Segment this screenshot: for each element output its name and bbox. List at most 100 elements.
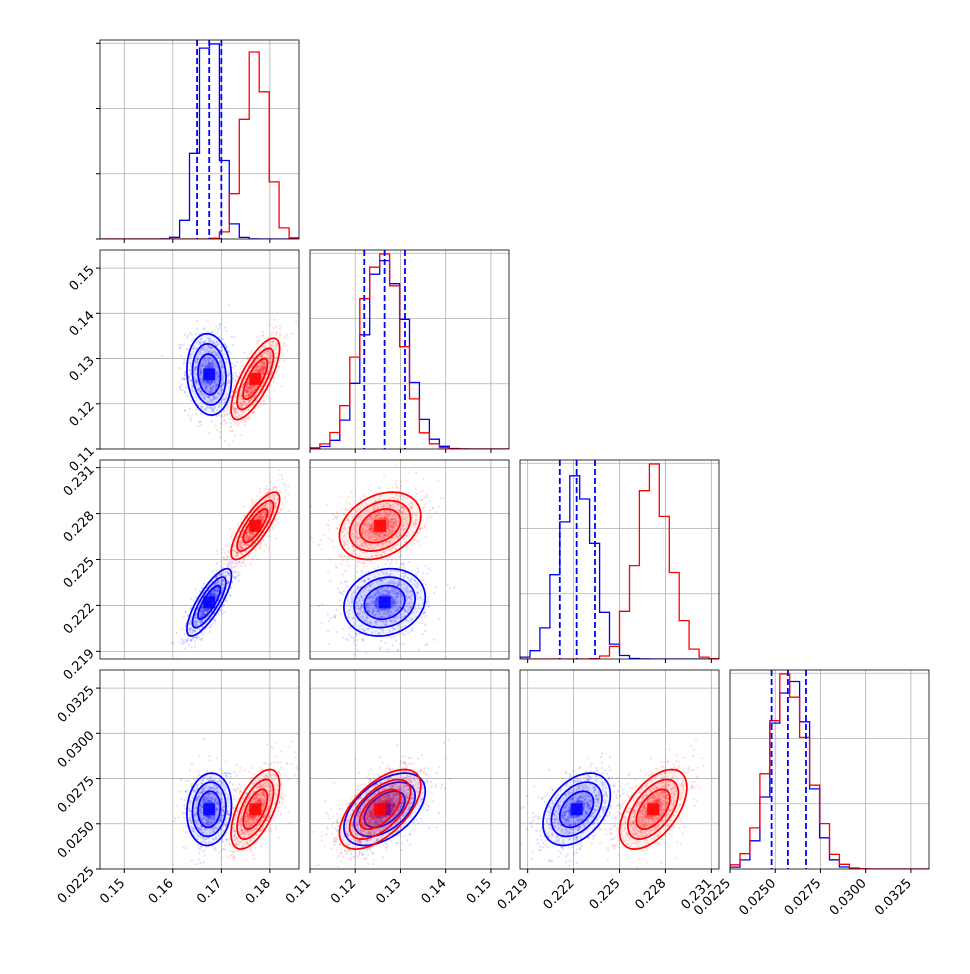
sample-point <box>403 633 405 635</box>
sample-point <box>398 556 400 558</box>
sample-point <box>216 562 218 564</box>
sample-point <box>244 424 246 426</box>
sample-point <box>181 378 183 380</box>
sample-point <box>259 488 261 490</box>
sample-point <box>183 378 185 380</box>
sample-point <box>186 337 188 339</box>
sample-point <box>243 506 245 508</box>
sample-point <box>229 426 231 428</box>
sample-point <box>234 384 236 386</box>
sample-point <box>326 504 328 506</box>
sample-point <box>218 327 220 329</box>
sample-point <box>266 485 268 487</box>
sample-point <box>273 378 275 380</box>
sample-point <box>259 544 261 546</box>
sample-point <box>362 639 364 641</box>
sample-point <box>365 652 367 654</box>
sample-point <box>268 324 270 326</box>
sample-point <box>328 620 330 622</box>
sample-point <box>186 394 188 396</box>
sample-point <box>222 571 224 573</box>
sample-point <box>281 478 283 480</box>
sample-point <box>198 333 200 335</box>
sample-point <box>266 395 268 397</box>
sample-point <box>191 340 193 342</box>
sample-point <box>350 636 352 638</box>
sample-point <box>342 593 344 595</box>
sample-point <box>390 636 392 638</box>
sample-point <box>185 387 187 389</box>
sample-point <box>346 560 348 562</box>
sample-point <box>279 325 281 327</box>
sample-point <box>238 571 240 573</box>
sample-point <box>422 633 424 635</box>
sample-point <box>237 522 239 524</box>
sample-point <box>228 418 230 420</box>
sample-point <box>287 350 289 352</box>
sample-point <box>407 544 409 546</box>
sample-point <box>189 408 191 410</box>
sample-point <box>275 538 277 540</box>
sample-point <box>370 573 372 575</box>
density-core <box>203 368 215 380</box>
sample-point <box>275 334 277 336</box>
sample-point <box>420 623 422 625</box>
sample-point <box>408 471 410 473</box>
sample-point <box>417 567 419 569</box>
sample-point <box>214 620 216 622</box>
sample-point <box>207 331 209 333</box>
sample-point <box>340 582 342 584</box>
sample-point <box>232 560 234 562</box>
sample-point <box>194 646 196 648</box>
sample-point <box>395 639 397 641</box>
sample-point <box>228 304 230 306</box>
sample-point <box>200 413 202 415</box>
sample-point <box>272 527 274 529</box>
sample-point <box>217 451 219 453</box>
sample-point <box>228 550 230 552</box>
sample-point <box>198 636 200 638</box>
sample-point <box>275 489 277 491</box>
sample-point <box>263 540 265 542</box>
sample-point <box>424 615 426 617</box>
sample-point <box>318 605 320 607</box>
sample-point <box>408 561 410 563</box>
sample-point <box>250 563 252 565</box>
sample-point <box>228 388 230 390</box>
sample-point <box>276 332 278 334</box>
sample-point <box>229 561 231 563</box>
sample-point <box>234 365 236 367</box>
sample-point <box>225 422 227 424</box>
sample-point <box>255 551 257 553</box>
sample-point <box>233 377 235 379</box>
sample-point <box>267 535 269 537</box>
sample-point <box>273 381 275 383</box>
sample-point <box>213 622 215 624</box>
sample-point <box>312 541 314 543</box>
sample-point <box>365 572 367 574</box>
sample-point <box>356 639 358 641</box>
sample-point <box>184 410 186 412</box>
sample-point <box>222 559 224 561</box>
sample-point <box>179 389 181 391</box>
sample-point <box>424 624 426 626</box>
sample-point <box>208 432 210 434</box>
sample-point <box>247 357 249 359</box>
sample-point <box>335 566 337 568</box>
sample-point <box>256 495 258 497</box>
sample-point <box>187 335 189 337</box>
sample-point <box>268 489 270 491</box>
sample-point <box>233 336 235 338</box>
sample-point <box>424 565 426 567</box>
sample-point <box>236 421 238 423</box>
sample-point <box>190 417 192 419</box>
sample-point <box>245 417 247 419</box>
sample-point <box>403 567 405 569</box>
sample-point <box>356 571 358 573</box>
sample-point <box>355 635 357 637</box>
sample-point <box>274 524 276 526</box>
sample-point <box>225 330 227 332</box>
sample-point <box>269 482 271 484</box>
sample-point <box>279 328 281 330</box>
sample-point <box>348 633 350 635</box>
